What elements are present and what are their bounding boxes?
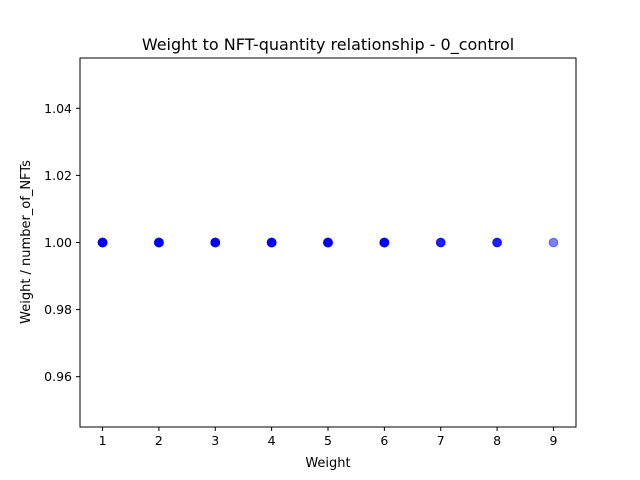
y-tick-label: 1.02 — [44, 168, 72, 183]
y-tick-label: 0.98 — [44, 302, 72, 317]
data-point — [210, 237, 221, 248]
data-point — [154, 237, 164, 248]
y-tick-label: 1.00 — [44, 235, 72, 250]
x-tick-label: 1 — [99, 433, 107, 448]
data-point — [266, 237, 277, 248]
data-point — [97, 237, 108, 248]
x-tick-label: 6 — [380, 433, 388, 448]
chart-title: Weight to NFT-quantity relationship - 0_… — [142, 35, 514, 55]
x-tick-label: 4 — [268, 433, 276, 448]
data-point — [323, 237, 333, 248]
y-tick-label: 0.96 — [44, 369, 72, 384]
data-points — [97, 237, 559, 248]
y-axis-label: Weight / number_of_NFTs — [19, 160, 34, 324]
data-point — [379, 237, 390, 248]
x-tick-label: 5 — [324, 433, 332, 448]
data-point — [492, 237, 502, 248]
y-tick-label: 1.04 — [44, 101, 72, 116]
x-tick-label: 3 — [211, 433, 219, 448]
data-point — [435, 237, 446, 248]
y-axis-ticks: 0.96 0.98 1.00 1.02 1.04 — [44, 101, 80, 384]
x-tick-label: 8 — [493, 433, 501, 448]
data-point — [548, 237, 559, 248]
x-axis-label: Weight — [305, 456, 350, 471]
x-tick-label: 9 — [549, 433, 557, 448]
x-axis-ticks: 1 2 3 4 5 6 7 8 9 — [99, 427, 557, 448]
x-tick-label: 2 — [155, 433, 163, 448]
x-tick-label: 7 — [437, 433, 445, 448]
